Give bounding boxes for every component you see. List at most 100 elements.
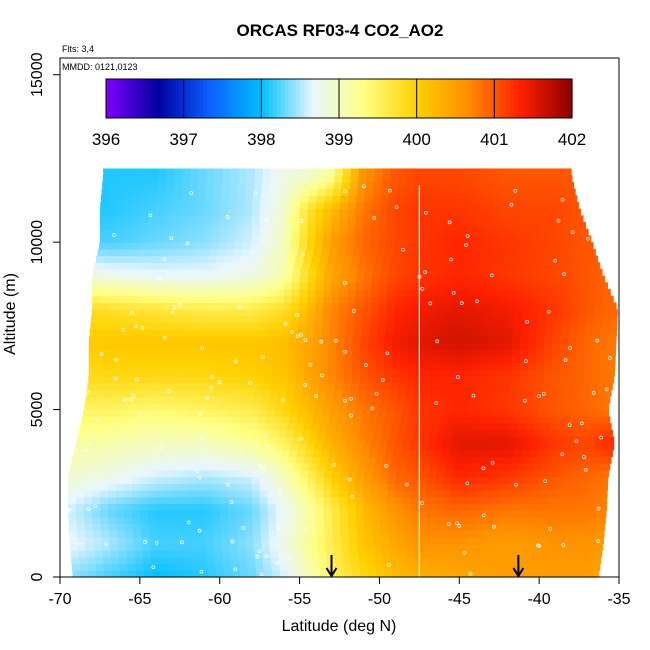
heatmap-cell <box>563 201 573 210</box>
heatmap-cell <box>216 335 226 344</box>
heatmap-cell <box>166 175 176 183</box>
heatmap-cell <box>587 516 597 525</box>
heatmap-cell <box>387 295 396 304</box>
heatmap-cell <box>563 222 572 230</box>
heatmap-cell <box>573 550 583 558</box>
heatmap-cell <box>565 543 574 551</box>
heatmap-cell <box>347 295 357 304</box>
sample-point <box>66 509 71 513</box>
heatmap-cell <box>396 536 406 545</box>
heatmap-cell <box>342 550 351 558</box>
heatmap-cell <box>395 222 404 230</box>
heatmap-cell <box>579 496 588 504</box>
heatmap-cell <box>539 516 549 525</box>
sample-point <box>451 291 456 295</box>
heatmap-cell <box>508 188 518 196</box>
heatmap-cell <box>567 570 577 578</box>
heatmap-cell <box>467 496 476 504</box>
heatmap-cell <box>277 536 286 545</box>
heatmap-cell <box>371 496 381 504</box>
heatmap-cell <box>455 570 465 578</box>
heatmap-cell <box>490 309 500 317</box>
heatmap-cell <box>195 302 205 310</box>
heatmap-cell <box>91 282 101 290</box>
heatmap-cell <box>157 543 167 551</box>
heatmap-cell <box>488 329 498 337</box>
heatmap-cell <box>192 362 202 370</box>
heatmap-cell <box>296 362 305 370</box>
heatmap-cell <box>363 222 373 230</box>
sample-point <box>380 378 385 382</box>
heatmap-cell <box>345 248 354 257</box>
heatmap-cell <box>323 302 333 310</box>
heatmap-cell <box>573 543 582 551</box>
heatmap-cell <box>487 563 496 571</box>
heatmap-cell <box>245 543 255 551</box>
heatmap-cell <box>155 228 165 237</box>
heatmap-cell <box>99 215 109 223</box>
heatmap-cell <box>171 443 180 451</box>
heatmap-cell <box>343 563 352 571</box>
heatmap-cell <box>390 382 400 391</box>
colorbar-segment <box>206 79 212 118</box>
sample-point <box>370 406 375 411</box>
heatmap-cell <box>324 195 334 203</box>
heatmap-cell <box>266 315 276 324</box>
sample-point <box>423 210 428 215</box>
sample-point <box>320 373 324 378</box>
heatmap-cell <box>498 409 508 417</box>
heatmap-cell <box>184 369 194 377</box>
heatmap-cell <box>451 215 460 223</box>
heatmap-cell <box>311 255 321 263</box>
heatmap-cell <box>590 563 600 571</box>
colorbar-segment <box>106 79 111 118</box>
sample-point <box>259 572 264 577</box>
heatmap-cell <box>180 516 189 525</box>
heatmap-cell <box>160 342 170 350</box>
heatmap-cell <box>488 449 498 458</box>
heatmap-cell <box>485 550 495 558</box>
heatmap-cell <box>242 443 252 451</box>
heatmap-cell <box>360 362 369 370</box>
heatmap-cell <box>471 255 480 263</box>
heatmap-cell <box>453 429 463 437</box>
heatmap-cell <box>97 416 107 424</box>
heatmap-cell <box>299 510 309 518</box>
heatmap-cell <box>408 449 418 458</box>
heatmap-cell <box>396 523 405 531</box>
heatmap-cell <box>301 181 311 190</box>
heatmap-cell <box>462 382 472 391</box>
heatmap-cell <box>140 523 150 531</box>
heatmap-cell <box>371 222 381 230</box>
colorbar-segment <box>342 79 348 118</box>
heatmap-cell <box>203 302 213 310</box>
heatmap-cell <box>611 295 614 304</box>
heatmap-cell <box>587 228 589 237</box>
heatmap-cell <box>468 188 478 196</box>
heatmap-cell <box>419 282 428 290</box>
sample-point <box>264 554 269 559</box>
heatmap-cell <box>488 356 497 364</box>
heatmap-cell <box>176 342 186 350</box>
heatmap-cell <box>158 550 167 558</box>
heatmap-cell <box>292 268 301 277</box>
heatmap-cell <box>204 436 214 444</box>
heatmap-cell <box>552 335 561 344</box>
heatmap-cell <box>586 409 595 417</box>
heatmap-cell <box>298 315 308 324</box>
heatmap-cell <box>327 376 337 384</box>
heatmap-cell <box>548 195 557 203</box>
heatmap-cell <box>571 483 580 491</box>
heatmap-cell <box>517 389 527 397</box>
heatmap-cell <box>501 389 511 397</box>
heatmap-cell <box>179 222 189 230</box>
heatmap-cell <box>237 396 246 404</box>
heatmap-cell <box>448 416 458 424</box>
heatmap-cell <box>456 449 466 458</box>
heatmap-cell <box>419 222 428 230</box>
heatmap-cell <box>126 389 135 397</box>
heatmap-cell <box>607 362 616 370</box>
heatmap-cell <box>107 302 117 310</box>
heatmap-cell <box>219 489 229 498</box>
heatmap-cell <box>109 396 118 404</box>
